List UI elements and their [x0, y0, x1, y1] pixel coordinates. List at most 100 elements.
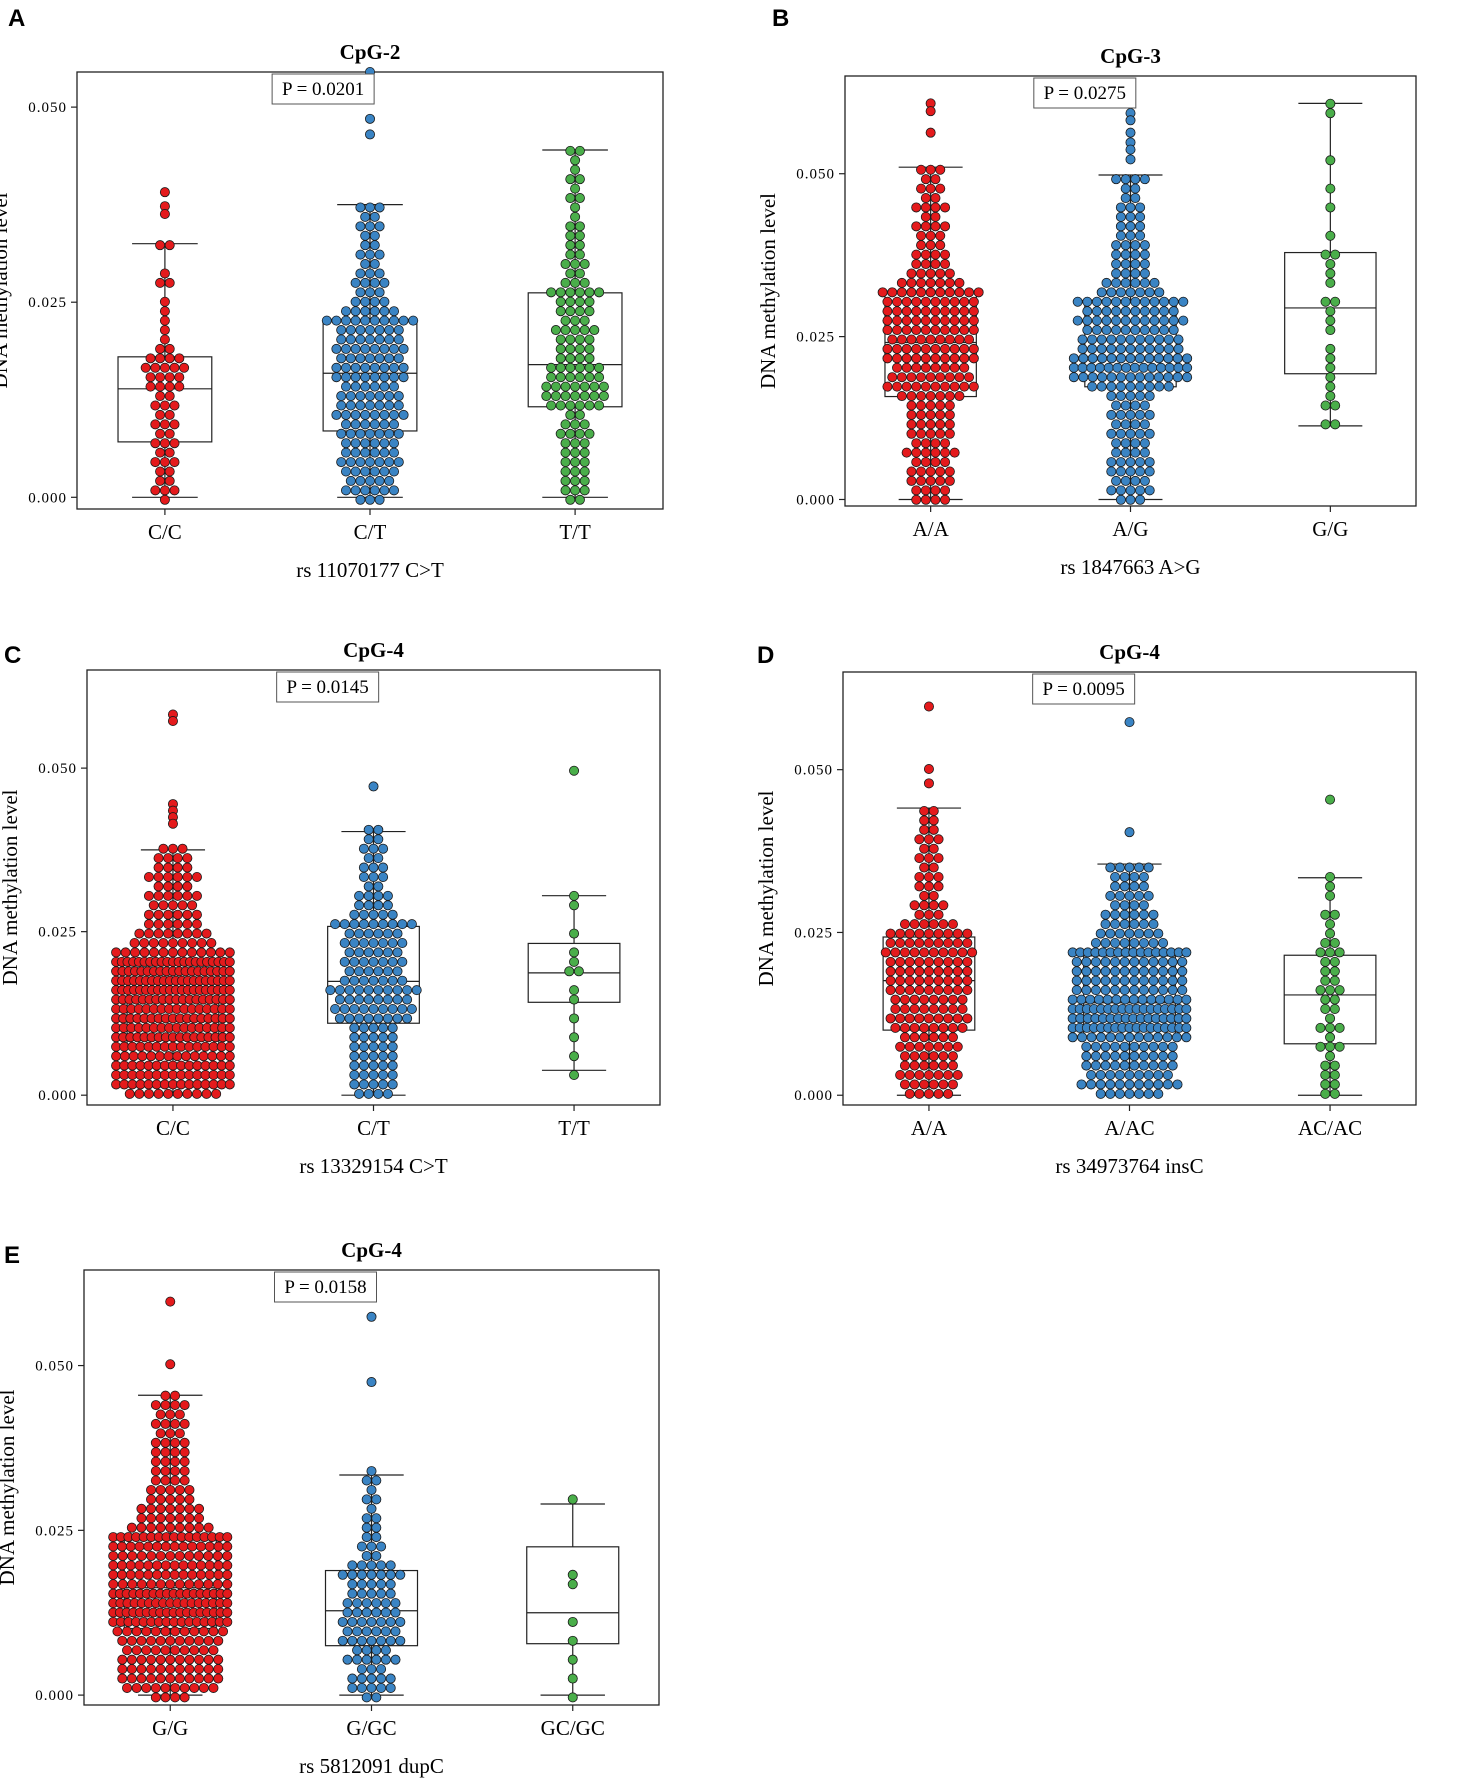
data-point: [925, 409, 936, 420]
data-point: [182, 919, 193, 930]
data-point: [909, 919, 920, 930]
data-point: [1134, 928, 1145, 939]
data-point: [172, 862, 183, 873]
data-point: [203, 1664, 214, 1675]
data-point: [940, 438, 951, 449]
data-point: [1320, 1060, 1331, 1071]
data-point: [350, 438, 361, 449]
data-point: [374, 221, 385, 232]
data-point: [153, 853, 164, 864]
data-point: [930, 353, 941, 364]
data-point: [373, 900, 384, 911]
data-point: [1082, 315, 1093, 326]
data-point: [1120, 438, 1131, 449]
data-point: [887, 287, 898, 298]
data-point: [933, 909, 944, 920]
data-point: [385, 1588, 396, 1599]
data-point: [368, 1032, 379, 1043]
data-point: [584, 287, 595, 298]
data-point: [1329, 966, 1340, 977]
data-point: [920, 296, 931, 307]
data-point: [1167, 1051, 1178, 1062]
data-point: [550, 325, 561, 336]
data-point: [325, 985, 336, 996]
data-point: [920, 447, 931, 458]
data-point: [914, 909, 925, 920]
data-point: [330, 919, 341, 930]
data-point: [169, 485, 180, 496]
data-point: [1071, 966, 1082, 977]
data-point: [174, 372, 185, 383]
data-point: [136, 1513, 147, 1524]
data-point: [574, 296, 585, 307]
outlier-point: [366, 1311, 377, 1322]
data-point: [378, 1041, 389, 1052]
data-point: [1153, 1079, 1164, 1090]
data-point: [184, 1635, 195, 1646]
data-point: [1138, 975, 1149, 986]
data-point: [1143, 890, 1154, 901]
data-point: [1315, 985, 1326, 996]
data-point: [397, 1004, 408, 1015]
data-point: [940, 457, 951, 468]
data-point: [1144, 353, 1155, 364]
data-point: [155, 1635, 166, 1646]
data-point: [574, 221, 585, 232]
data-point: [1159, 325, 1170, 336]
data-point: [1148, 1041, 1159, 1052]
data-point: [1081, 1051, 1092, 1062]
data-point: [224, 1060, 235, 1071]
data-point: [163, 928, 174, 939]
data-point: [153, 881, 164, 892]
data-point: [170, 1418, 181, 1429]
data-point: [928, 1060, 939, 1071]
data-point: [354, 928, 365, 939]
data-point: [904, 966, 915, 977]
data-point: [1172, 1079, 1183, 1090]
data-point: [1082, 296, 1093, 307]
data-point: [1139, 240, 1150, 251]
data-point: [1090, 1060, 1101, 1071]
data-point: [925, 287, 936, 298]
outlier-point: [923, 764, 934, 775]
data-point: [923, 966, 934, 977]
data-point: [882, 381, 893, 392]
data-point: [174, 1673, 185, 1684]
data-point: [163, 1051, 174, 1062]
data-point: [213, 1569, 224, 1580]
data-point: [388, 466, 399, 477]
data-point: [153, 919, 164, 930]
data-point: [165, 1494, 176, 1505]
data-point: [361, 1513, 372, 1524]
data-point: [935, 287, 946, 298]
data-point: [155, 1409, 166, 1420]
data-point: [560, 391, 571, 402]
data-point: [356, 1579, 367, 1590]
data-point: [203, 1522, 214, 1533]
data-point: [163, 862, 174, 873]
y-tick-label: 0.050: [28, 100, 67, 116]
data-point: [1067, 994, 1078, 1005]
data-point: [360, 438, 371, 449]
data-point: [385, 1569, 396, 1580]
data-point: [378, 919, 389, 930]
data-point: [928, 824, 939, 835]
data-point: [349, 1041, 360, 1052]
data-point: [1102, 994, 1113, 1005]
data-point: [1163, 334, 1174, 345]
data-point: [569, 956, 580, 967]
data-point: [191, 909, 202, 920]
data-point: [349, 938, 360, 949]
data-point: [928, 1032, 939, 1043]
data-point: [938, 900, 949, 911]
data-point: [1325, 108, 1336, 119]
y-tick-label: 0.025: [794, 925, 833, 941]
data-point: [1110, 938, 1121, 949]
data-point: [155, 391, 166, 402]
data-point: [546, 372, 557, 383]
data-point: [952, 975, 963, 986]
data-point: [1129, 362, 1140, 373]
data-point: [128, 1051, 139, 1062]
data-point: [368, 1041, 379, 1052]
data-point: [126, 1635, 137, 1646]
